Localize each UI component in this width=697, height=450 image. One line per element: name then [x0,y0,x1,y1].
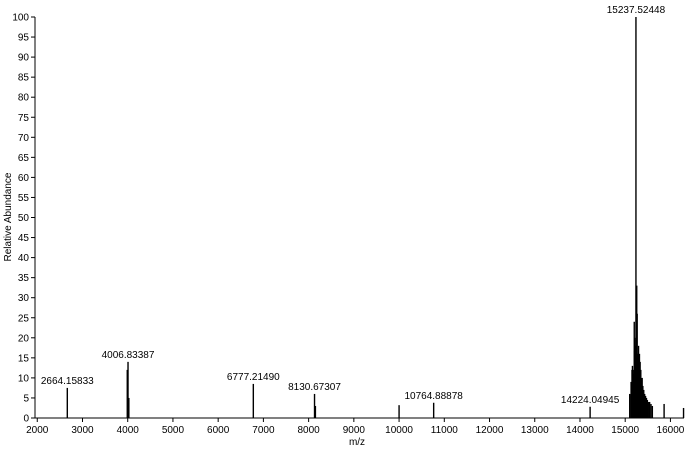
y-tick-label: 80 [18,93,30,104]
y-tick-label: 55 [18,193,30,204]
peak-label: 6777.21490 [227,372,280,383]
x-tick-label: 8000 [297,425,320,436]
x-tick-label: 11000 [431,425,459,436]
x-tick-label: 3000 [71,425,94,436]
x-tick-label: 14000 [566,425,594,436]
y-tick-label: 50 [18,213,30,224]
y-tick-label: 20 [18,333,30,344]
y-tick-label: 0 [23,414,29,425]
peak-label: 10764.88878 [404,391,463,402]
x-tick-label: 10000 [385,425,413,436]
y-axis: 0 5 10 15 20 25 30 35 40 45 50 55 60 65 70 75 80 85 90 95 10… [12,13,35,425]
y-tick-label: 45 [18,233,30,244]
x-tick-label: 6000 [207,425,230,436]
x-tick-label: 12000 [476,425,504,436]
y-tick-label: 65 [18,153,30,164]
x-tick-label: 15000 [611,425,639,436]
peak-label: 8130.67307 [288,382,341,393]
y-axis-title: Relative Abundance [3,172,14,261]
peak-label: 4006.83387 [102,350,155,361]
x-axis-title: m/z [349,437,365,448]
peak-labels: 2664.15833 4006.83387 6777.21490 8130.67307… [41,5,666,406]
x-tick-label: 5000 [162,425,185,436]
y-tick-label: 95 [18,33,30,44]
y-tick-label: 100 [12,13,29,24]
x-axis: 2000 3000 4000 5000 6000 7000 8000 9000 10000 110… [26,418,685,436]
y-tick-label: 90 [18,53,30,64]
x-tick-label: 9000 [343,425,366,436]
y-tick-label: 35 [18,273,30,284]
x-tick-label: 2000 [26,425,49,436]
peak-label: 15237.52448 [607,5,666,16]
x-tick-label: 4000 [117,425,140,436]
peak-label: 2664.15833 [41,376,94,387]
y-tick-label: 70 [18,133,30,144]
y-tick-label: 30 [18,293,30,304]
y-tick-label: 10 [18,373,30,384]
x-tick-label: 13000 [521,425,549,436]
y-tick-label: 85 [18,73,30,84]
y-tick-label: 15 [18,353,30,364]
y-tick-label: 5 [23,393,29,404]
peaks-layer [67,17,683,418]
y-tick-label: 75 [18,113,30,124]
peak-label: 14224.04945 [561,395,620,406]
x-tick-label: 16000 [657,425,685,436]
x-tick-label: 7000 [252,425,275,436]
y-tick-label: 40 [18,253,30,264]
y-tick-label: 60 [18,173,30,184]
y-tick-label: 25 [18,313,30,324]
